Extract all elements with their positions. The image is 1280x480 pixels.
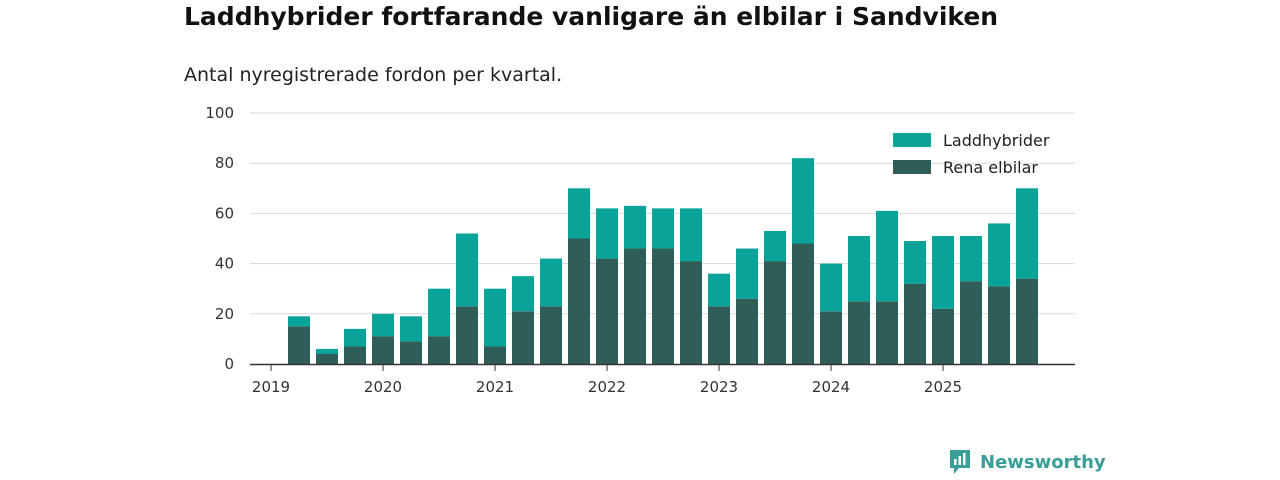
x-tick-label: 2025 (924, 378, 962, 396)
bar-laddhybrider[interactable]: 2023 Q1 – Laddhybrider: 13 (708, 273, 730, 307)
bar-rena-elbilar[interactable]: 2019 Q4 – Rena elbilar: 7 (344, 346, 366, 364)
bar-laddhybrider[interactable]: 2019 Q2 – Laddhybrider: 4 (288, 316, 310, 327)
bar-rena-elbilar[interactable]: 2025 Q1 – Rena elbilar: 22 (932, 308, 954, 364)
x-tick-label: 2019 (252, 378, 290, 396)
brand-name: Newsworthy (980, 451, 1106, 473)
bar-laddhybrider[interactable]: 2024 Q2 – Laddhybrider: 26 (848, 235, 870, 302)
bar-rena-elbilar[interactable]: 2022 Q2 – Rena elbilar: 46 (624, 248, 646, 364)
bar-rena-elbilar[interactable]: 2025 Q3 – Rena elbilar: 31 (988, 286, 1010, 364)
y-tick-label: 20 (215, 305, 234, 323)
bar-laddhybrider[interactable]: 2022 Q4 – Laddhybrider: 21 (680, 208, 702, 262)
chart-subtitle: Antal nyregistrerade fordon per kvartal. (184, 64, 563, 86)
x-tick-label: 2021 (476, 378, 514, 396)
bar-rena-elbilar[interactable]: 2024 Q4 – Rena elbilar: 32 (904, 283, 926, 364)
legend-swatch-laddhybrider (893, 133, 931, 147)
bar-rena-elbilar[interactable]: 2021 Q2 – Rena elbilar: 21 (512, 311, 534, 364)
bar-rena-elbilar[interactable]: 2022 Q4 – Rena elbilar: 41 (680, 261, 702, 364)
bar-laddhybrider[interactable]: 2021 Q4 – Laddhybrider: 20 (568, 188, 590, 239)
bar-rena-elbilar[interactable]: 2022 Q3 – Rena elbilar: 46 (652, 248, 674, 364)
newsworthy-logo-icon (950, 450, 970, 474)
bars: 2019 Q2 – Rena elbilar: 152019 Q2 – Ladd… (288, 158, 1038, 364)
bar-rena-elbilar[interactable]: 2021 Q1 – Rena elbilar: 7 (484, 346, 506, 364)
bar-laddhybrider[interactable]: 2021 Q1 – Laddhybrider: 23 (484, 288, 506, 347)
bar-rena-elbilar[interactable]: 2024 Q3 – Rena elbilar: 25 (876, 301, 898, 364)
bar-rena-elbilar[interactable]: 2022 Q1 – Rena elbilar: 42 (596, 258, 618, 364)
axes: 0 20 40 60 80 100 2019 2020 2021 2022 2023 2024 2025 (205, 104, 1075, 396)
bar-laddhybrider[interactable]: 2025 Q3 – Laddhybrider: 25 (988, 223, 1010, 287)
bar-rena-elbilar[interactable]: 2020 Q1 – Rena elbilar: 11 (372, 336, 394, 364)
y-tick-label: 40 (215, 255, 234, 273)
bar-laddhybrider[interactable]: 2022 Q1 – Laddhybrider: 20 (596, 208, 618, 259)
bar-laddhybrider[interactable]: 2022 Q2 – Laddhybrider: 17 (624, 205, 646, 249)
bar-laddhybrider[interactable]: 2021 Q3 – Laddhybrider: 19 (540, 258, 562, 307)
bar-rena-elbilar[interactable]: 2019 Q3 – Rena elbilar: 4 (316, 353, 338, 364)
y-tick-label: 100 (205, 104, 234, 122)
newsworthy-brand[interactable]: Newsworthy (948, 448, 1106, 476)
bar-laddhybrider[interactable]: 2020 Q1 – Laddhybrider: 9 (372, 313, 394, 337)
bar-rena-elbilar[interactable]: 2023 Q3 – Rena elbilar: 41 (764, 261, 786, 364)
bar-laddhybrider[interactable]: 2025 Q1 – Laddhybrider: 29 (932, 235, 954, 309)
legend-label-laddhybrider: Laddhybrider (943, 131, 1050, 150)
bar-laddhybrider[interactable]: 2019 Q4 – Laddhybrider: 7 (344, 328, 366, 347)
bar-rena-elbilar[interactable]: 2019 Q2 – Rena elbilar: 15 (288, 326, 310, 364)
bar-laddhybrider[interactable]: 2023 Q3 – Laddhybrider: 12 (764, 230, 786, 262)
bar-laddhybrider[interactable]: 2021 Q2 – Laddhybrider: 14 (512, 276, 534, 312)
bar-rena-elbilar[interactable]: 2024 Q1 – Rena elbilar: 21 (820, 311, 842, 364)
x-tick-label: 2020 (364, 378, 402, 396)
bar-laddhybrider[interactable]: 2019 Q3 – Laddhybrider: 2 (316, 348, 338, 354)
chart-title: Laddhybrider fortfarande vanligare än el… (184, 2, 999, 31)
bar-laddhybrider[interactable]: 2024 Q3 – Laddhybrider: 36 (876, 210, 898, 302)
bar-laddhybrider[interactable]: 2025 Q2 – Laddhybrider: 18 (960, 235, 982, 282)
bar-rena-elbilar[interactable]: 2021 Q4 – Rena elbilar: 50 (568, 238, 590, 365)
bar-rena-elbilar[interactable]: 2020 Q4 – Rena elbilar: 23 (456, 306, 478, 364)
x-tick-label: 2024 (812, 378, 850, 396)
y-tick-label: 80 (215, 154, 234, 172)
bar-laddhybrider[interactable]: 2023 Q2 – Laddhybrider: 20 (736, 248, 758, 299)
bar-rena-elbilar[interactable]: 2025 Q2 – Rena elbilar: 33 (960, 281, 982, 364)
legend-label-rena-elbilar: Rena elbilar (943, 158, 1038, 177)
bar-laddhybrider[interactable]: 2023 Q4 – Laddhybrider: 34 (792, 158, 814, 244)
bar-rena-elbilar[interactable]: 2023 Q2 – Rena elbilar: 26 (736, 298, 758, 364)
bar-laddhybrider[interactable]: 2020 Q4 – Laddhybrider: 29 (456, 233, 478, 307)
bar-rena-elbilar[interactable]: 2020 Q2 – Rena elbilar: 9 (400, 341, 422, 364)
bar-rena-elbilar[interactable]: 2024 Q2 – Rena elbilar: 25 (848, 301, 870, 364)
bar-rena-elbilar[interactable]: 2023 Q4 – Rena elbilar: 48 (792, 243, 814, 364)
bar-rena-elbilar[interactable]: 2023 Q1 – Rena elbilar: 23 (708, 306, 730, 364)
bar-rena-elbilar[interactable]: 2025 Q4 – Rena elbilar: 34 (1016, 278, 1038, 364)
bar-rena-elbilar[interactable]: 2020 Q3 – Rena elbilar: 11 (428, 336, 450, 364)
bar-laddhybrider[interactable]: 2020 Q2 – Laddhybrider: 10 (400, 316, 422, 342)
bar-rena-elbilar[interactable]: 2021 Q3 – Rena elbilar: 23 (540, 306, 562, 364)
bar-laddhybrider[interactable]: 2020 Q3 – Laddhybrider: 19 (428, 288, 450, 337)
bar-laddhybrider[interactable]: 2024 Q1 – Laddhybrider: 19 (820, 263, 842, 312)
bar-laddhybrider[interactable]: 2025 Q4 – Laddhybrider: 36 (1016, 188, 1038, 279)
legend: Laddhybrider Rena elbilar (893, 131, 1050, 177)
bar-laddhybrider[interactable]: 2022 Q3 – Laddhybrider: 16 (652, 208, 674, 249)
bar-laddhybrider[interactable]: 2024 Q4 – Laddhybrider: 17 (904, 241, 926, 284)
y-tick-label: 60 (215, 204, 234, 222)
y-tick-label: 0 (224, 355, 234, 373)
x-tick-label: 2022 (588, 378, 626, 396)
x-tick-label: 2023 (700, 378, 738, 396)
legend-swatch-rena-elbilar (893, 160, 931, 174)
